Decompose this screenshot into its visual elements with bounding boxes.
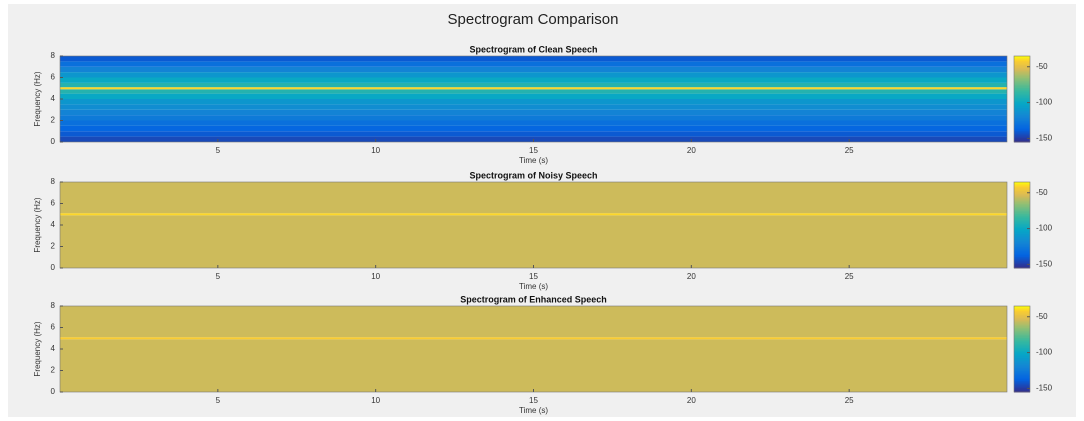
y-tick-label: 6 (51, 73, 56, 82)
y-axis-label: Frequency (Hz) (33, 321, 42, 376)
spectrogram-band (60, 56, 1007, 61)
spectrogram-band (60, 67, 1007, 72)
spectrogram-band (60, 94, 1007, 99)
figure-title: Spectrogram Comparison (448, 11, 619, 28)
spectrogram-band (60, 121, 1007, 126)
subplot-title: Spectrogram of Enhanced Speech (460, 294, 607, 304)
spectrogram-band (60, 339, 1007, 392)
colorbar-tick-label: -50 (1036, 62, 1048, 71)
spectrogram-band (60, 78, 1007, 83)
colorbar-tick-label: -150 (1036, 384, 1053, 393)
y-tick-label: 4 (51, 344, 56, 353)
spectrogram-band (60, 72, 1007, 77)
spectrogram-band (60, 215, 1007, 268)
x-tick-label: 25 (845, 146, 854, 155)
spectrogram-band (60, 104, 1007, 109)
spectrogram-band (60, 87, 1007, 89)
subplot-title: Spectrogram of Noisy Speech (469, 170, 597, 180)
colorbar-tick-label: -50 (1036, 188, 1048, 197)
colorbar-tick-label: -150 (1036, 134, 1053, 143)
x-tick-label: 10 (371, 146, 380, 155)
colorbar-tick-label: -100 (1036, 224, 1053, 233)
x-axis-label: Time (s) (519, 156, 548, 165)
spectrogram-band (60, 110, 1007, 115)
x-tick-label: 25 (845, 396, 854, 405)
y-tick-label: 8 (51, 51, 56, 60)
y-tick-label: 0 (51, 137, 56, 146)
y-tick-label: 4 (51, 220, 56, 229)
x-tick-label: 15 (529, 396, 538, 405)
figure: Spectrogram Comparison Spectrogram of Cl… (0, 0, 1084, 421)
y-tick-label: 2 (51, 116, 56, 125)
y-tick-label: 8 (51, 177, 56, 186)
y-tick-label: 4 (51, 94, 56, 103)
spectrogram-band (60, 337, 1007, 339)
x-tick-label: 20 (687, 146, 696, 155)
spectrogram-band (60, 89, 1007, 93)
x-axis-label: Time (s) (519, 282, 548, 291)
spectrogram-band (60, 99, 1007, 104)
spectrogram-band (60, 306, 1007, 337)
y-tick-label: 0 (51, 263, 56, 272)
spectrogram-band (60, 182, 1007, 213)
y-tick-label: 6 (51, 199, 56, 208)
x-tick-label: 15 (529, 272, 538, 281)
spectrogram-band (60, 126, 1007, 131)
colorbar-tick-label: -150 (1036, 260, 1053, 269)
x-tick-label: 15 (529, 146, 538, 155)
spectrogram-band (60, 83, 1007, 87)
x-axis-label: Time (s) (519, 406, 548, 415)
spectrogram-band (60, 131, 1007, 136)
spectrogram-band (60, 61, 1007, 66)
y-tick-label: 0 (51, 387, 56, 396)
subplot-title: Spectrogram of Clean Speech (469, 44, 597, 54)
y-tick-label: 6 (51, 323, 56, 332)
colorbar-tick-label: -50 (1036, 312, 1048, 321)
x-tick-label: 20 (687, 396, 696, 405)
spectrogram-band (60, 213, 1007, 215)
x-tick-label: 20 (687, 272, 696, 281)
y-tick-label: 2 (51, 242, 56, 251)
y-axis-label: Frequency (Hz) (33, 197, 42, 252)
y-tick-label: 2 (51, 366, 56, 375)
x-tick-label: 5 (216, 396, 221, 405)
spectrogram-band (60, 115, 1007, 120)
x-tick-label: 10 (371, 396, 380, 405)
colorbar-tick-label: -100 (1036, 98, 1053, 107)
colorbar-tick-label: -100 (1036, 348, 1053, 357)
x-tick-label: 25 (845, 272, 854, 281)
x-tick-label: 5 (216, 272, 221, 281)
x-tick-label: 10 (371, 272, 380, 281)
x-tick-label: 5 (216, 146, 221, 155)
y-axis-label: Frequency (Hz) (33, 71, 42, 126)
y-tick-label: 8 (51, 301, 56, 310)
